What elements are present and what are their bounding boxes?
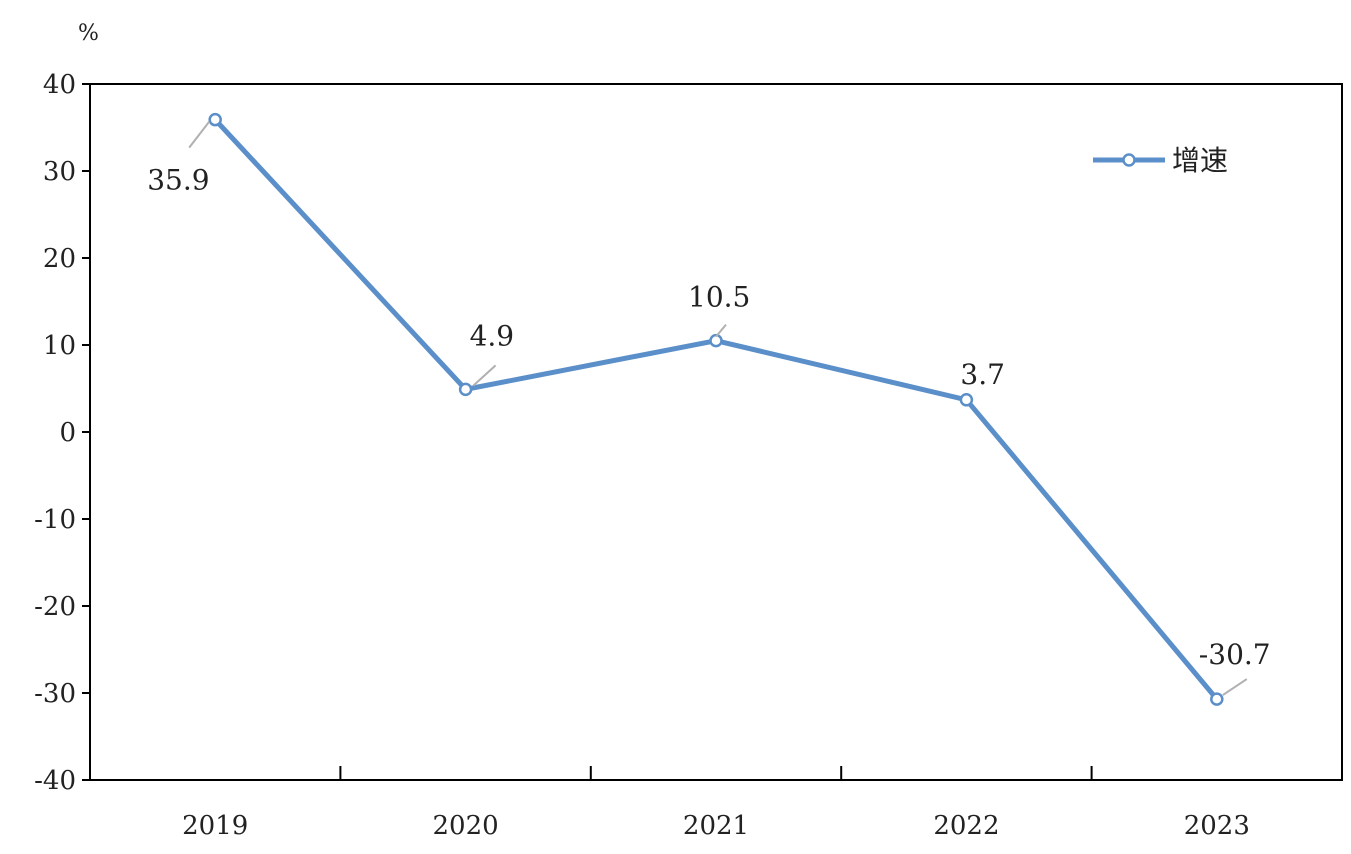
x-axis: 2019 2020 2021 2022 2023: [182, 766, 1250, 841]
series-growth: [208, 112, 1224, 706]
data-point: [1210, 692, 1224, 706]
data-label: -30.7: [1199, 638, 1271, 671]
data-label-leader: [715, 324, 727, 338]
data-point: [208, 112, 222, 127]
y-axis: 40 30 20 10 0 -10 -20 -30 -40: [34, 70, 90, 796]
y-tick-label: 30: [43, 157, 76, 187]
x-tick-label: 2022: [933, 811, 999, 841]
data-label-leader: [188, 121, 210, 149]
y-tick-label: -30: [34, 679, 76, 709]
data-labels: 35.9 4.9 10.5 3.7 -30.7: [147, 121, 1271, 696]
x-tick-label: 2021: [683, 811, 749, 841]
y-tick-label: 20: [43, 244, 76, 274]
data-label: 35.9: [147, 164, 209, 197]
legend-label: 增速: [1172, 144, 1228, 177]
data-point: [709, 333, 723, 348]
x-tick-label: 2020: [433, 811, 499, 841]
data-label-leader: [1222, 678, 1248, 696]
data-label: 3.7: [960, 358, 1005, 391]
y-tick-label: 0: [59, 418, 76, 448]
y-unit-label: %: [78, 21, 99, 46]
data-label: 10.5: [688, 281, 750, 314]
y-tick-label: -20: [34, 592, 76, 622]
x-tick-label: 2019: [182, 811, 248, 841]
data-label-leader: [472, 364, 497, 387]
legend: 增速: [1093, 144, 1228, 177]
series-line: [213, 117, 1219, 701]
y-tick-label: -10: [34, 505, 76, 535]
y-tick-label: 40: [43, 70, 76, 100]
legend-marker: [1122, 153, 1136, 167]
y-tick-label: 10: [43, 331, 76, 361]
data-point: [458, 382, 473, 397]
x-tick-label: 2023: [1184, 811, 1250, 841]
data-label: 4.9: [470, 319, 515, 352]
y-tick-label: -40: [34, 766, 76, 796]
data-point: [959, 393, 974, 407]
